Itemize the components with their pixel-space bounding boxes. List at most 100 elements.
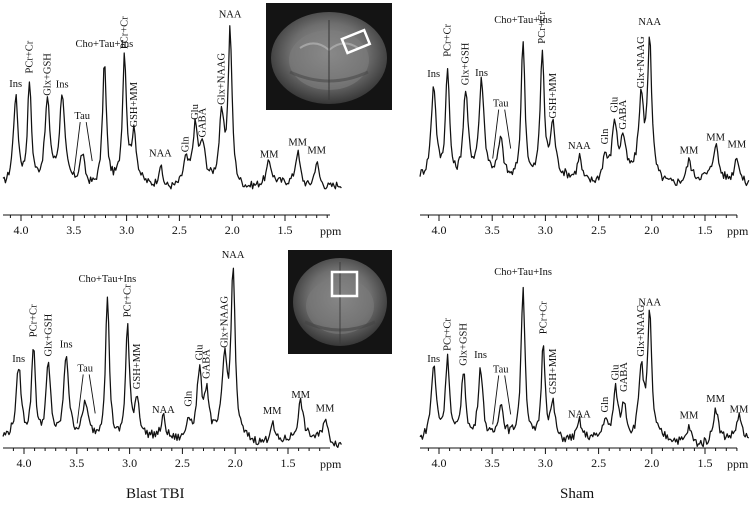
peak-label: Glx+GSH — [43, 313, 54, 356]
peak-label: Glx+NAAG — [636, 304, 647, 356]
peak-label: Cho+Tau+Ins — [79, 274, 137, 285]
peak-label: MM — [291, 390, 310, 401]
peak-pointer — [88, 374, 96, 414]
x-tick-label: 3.0 — [538, 456, 553, 470]
voxel-marker — [340, 28, 372, 55]
peak-label: GABA — [198, 107, 209, 137]
x-tick-label: 2.5 — [172, 223, 187, 237]
peak-label: MM — [680, 146, 699, 157]
peak-label: Glx+GSH — [42, 53, 53, 96]
peak-label: NAA — [149, 149, 172, 160]
peak-pointer — [76, 374, 84, 424]
peak-label: MM — [706, 394, 725, 405]
peak-label: Ins — [60, 340, 73, 351]
spectrum-line — [2, 25, 342, 190]
x-tick-label: 1.5 — [698, 456, 713, 470]
peak-pointer — [73, 122, 81, 172]
voxel-marker — [330, 270, 359, 298]
peak-label: PCr+Cr — [123, 284, 134, 317]
x-axis-unit: ppm — [727, 457, 749, 471]
peak-label: PCr+Cr — [538, 301, 549, 334]
peak-label: Tau — [77, 363, 93, 374]
mri-inset-bottom — [288, 250, 392, 354]
spectrum-line — [419, 286, 750, 448]
peak-label: Cho+Tau+Ins — [494, 267, 552, 278]
peak-pointer — [504, 109, 512, 149]
x-tick-label: 2.0 — [644, 456, 659, 470]
x-tick-label: 2.5 — [175, 456, 190, 470]
peak-label: Tau — [74, 111, 90, 122]
peak-label: Glu — [194, 344, 205, 361]
x-axis-unit: ppm — [727, 224, 749, 238]
x-tick-label: 2.5 — [591, 223, 606, 237]
caption-blast-tbi: Blast TBI — [126, 486, 185, 502]
x-axis-unit: ppm — [320, 457, 342, 471]
peak-label: Glu — [190, 103, 201, 120]
peak-label: Glx+GSH — [461, 42, 472, 85]
spectrum-line — [419, 36, 750, 187]
peak-label: Ins — [427, 354, 440, 365]
peak-label: Gln — [181, 136, 192, 153]
peak-label: Ins — [427, 69, 440, 80]
peak-label: Tau — [493, 99, 509, 110]
peak-label: Gln — [600, 396, 611, 413]
peak-label: Glu — [611, 364, 622, 381]
peak-label: MM — [680, 411, 699, 422]
peak-label: Glx+NAAG — [217, 52, 228, 104]
peak-label: GABA — [619, 362, 630, 392]
x-tick-label: 3.5 — [485, 223, 500, 237]
x-tick-label: 2.5 — [591, 456, 606, 470]
peak-label: Cho+Tau+Ins — [494, 15, 552, 26]
peak-label: GSH+MM — [132, 343, 143, 389]
peak-pointer — [85, 122, 93, 162]
x-tick-label: 1.5 — [281, 456, 296, 470]
peak-label: GABA — [618, 99, 629, 129]
peak-label: Glx+NAAG — [220, 295, 231, 347]
peak-label: PCr+Cr — [443, 318, 454, 351]
peak-label: PCr+Cr — [537, 10, 548, 43]
peak-label: Glx+NAAG — [636, 36, 647, 88]
x-tick-label: 3.5 — [66, 223, 81, 237]
x-tick-label: 1.5 — [698, 223, 713, 237]
peak-label: GABA — [202, 349, 213, 379]
x-tick-label: 2.0 — [228, 456, 243, 470]
peak-label: Cho+Tau+Ins — [76, 39, 134, 50]
x-tick-label: 4.0 — [432, 223, 447, 237]
peak-label: GSH+MM — [129, 81, 140, 127]
peak-label: PCr+Cr — [24, 40, 35, 73]
peak-label: PCr+Cr — [120, 16, 131, 49]
peak-label: Gln — [600, 128, 611, 145]
peak-label: GSH+MM — [548, 348, 559, 394]
peak-label: MM — [728, 139, 747, 150]
peak-label: MM — [706, 132, 725, 143]
peak-label: Ins — [475, 68, 488, 79]
peak-label: NAA — [638, 297, 661, 308]
peak-label: PCr+Cr — [443, 24, 454, 57]
x-tick-label: 2.0 — [644, 223, 659, 237]
peak-label: Ins — [56, 79, 69, 90]
peak-label: MM — [288, 138, 307, 149]
spectrum-line — [2, 267, 342, 449]
x-tick-label: 4.0 — [14, 223, 29, 237]
peak-label: NAA — [222, 250, 245, 261]
peak-label: PCr+Cr — [29, 304, 40, 337]
x-tick-label: 1.5 — [278, 223, 293, 237]
peak-label: GSH+MM — [548, 72, 559, 118]
peak-label: Glu — [610, 96, 621, 113]
peak-label: Tau — [493, 364, 509, 375]
peak-label: Ins — [9, 79, 22, 90]
peak-label: MM — [316, 404, 335, 415]
peak-label: MM — [730, 404, 749, 415]
x-tick-label: 4.0 — [432, 456, 447, 470]
peak-label: NAA — [219, 10, 242, 21]
peak-label: NAA — [568, 141, 591, 152]
peak-label: NAA — [638, 17, 661, 28]
peak-label: MM — [263, 406, 282, 417]
peak-label: Gln — [184, 390, 195, 407]
peak-label: NAA — [568, 410, 591, 421]
